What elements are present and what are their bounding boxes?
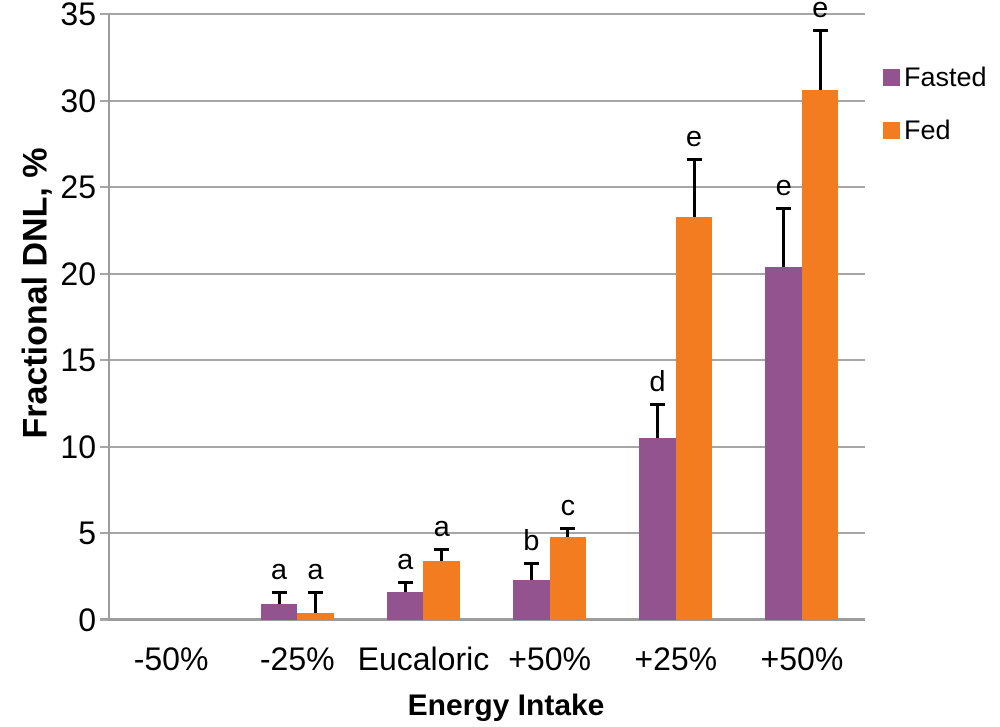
y-axis-tick bbox=[100, 445, 108, 448]
error-bar-cap bbox=[560, 527, 576, 531]
error-bar bbox=[782, 207, 786, 267]
y-axis-tick bbox=[100, 13, 108, 15]
y-tick-label: 35 bbox=[60, 0, 96, 32]
legend-label-fed: Fed bbox=[904, 115, 951, 145]
y-axis-tick bbox=[100, 359, 108, 362]
x-tick-label: -50% bbox=[133, 641, 209, 677]
y-axis-tick bbox=[100, 532, 108, 535]
y-axis-line bbox=[108, 14, 110, 620]
gridline bbox=[108, 272, 865, 275]
legend-item-fasted: Fasted bbox=[883, 64, 987, 91]
x-tick-label: +50% bbox=[508, 641, 591, 677]
y-tick-label: 25 bbox=[60, 169, 96, 206]
error-bar-cap bbox=[434, 548, 450, 552]
x-axis-title: Energy Intake bbox=[407, 689, 605, 722]
y-tick-label: 5 bbox=[78, 515, 96, 552]
bar-fasted-4 bbox=[639, 438, 676, 620]
significance-letter: e bbox=[775, 169, 792, 202]
gridline bbox=[108, 359, 865, 362]
error-bar-cap bbox=[650, 402, 665, 406]
bar-fed-1 bbox=[297, 613, 334, 620]
error-bar-cap bbox=[686, 158, 702, 162]
gridline bbox=[108, 186, 865, 189]
significance-letter: d bbox=[649, 365, 666, 398]
legend-label-fasted: Fasted bbox=[904, 62, 987, 92]
error-bar bbox=[277, 592, 281, 605]
y-tick-label: 0 bbox=[78, 602, 96, 638]
bar-fasted-1 bbox=[260, 604, 298, 620]
error-bar bbox=[529, 562, 533, 581]
y-tick-label: 15 bbox=[60, 342, 96, 379]
error-bar-cap bbox=[776, 206, 792, 210]
significance-letter: a bbox=[397, 543, 414, 576]
y-axis-tick bbox=[100, 619, 108, 621]
gridline bbox=[108, 99, 865, 102]
significance-letter: e bbox=[685, 121, 703, 154]
gridline bbox=[108, 445, 865, 448]
x-tick-label: +25% bbox=[634, 641, 718, 677]
error-bar-cap bbox=[308, 591, 323, 595]
error-bar bbox=[692, 159, 696, 217]
y-axis-tick bbox=[100, 99, 108, 102]
bar-fed-5 bbox=[801, 90, 839, 620]
x-tick-label: +50% bbox=[760, 641, 844, 677]
significance-letter: e bbox=[812, 0, 829, 24]
error-bar bbox=[566, 528, 570, 537]
error-bar bbox=[818, 29, 822, 91]
error-bar bbox=[314, 592, 317, 614]
y-tick-label: 20 bbox=[60, 255, 96, 292]
gridline bbox=[108, 532, 865, 535]
x-tick-label: -25% bbox=[259, 641, 335, 677]
y-axis-tick bbox=[100, 186, 108, 189]
fed-swatch-icon bbox=[883, 122, 900, 139]
bar-fasted-5 bbox=[765, 266, 802, 620]
fasted-swatch-icon bbox=[883, 69, 900, 86]
gridline bbox=[108, 13, 865, 15]
error-bar-cap bbox=[397, 580, 413, 584]
bar-fed-3 bbox=[549, 536, 587, 620]
legend: Fasted Fed bbox=[883, 64, 987, 170]
y-axis-tick bbox=[100, 272, 108, 275]
significance-letter: b bbox=[523, 524, 540, 557]
x-tick-label: Eucaloric bbox=[357, 641, 490, 677]
bar-fed-4 bbox=[675, 216, 713, 620]
y-tick-label: 10 bbox=[60, 428, 96, 465]
error-bar bbox=[403, 581, 407, 593]
error-bar-cap bbox=[523, 561, 539, 565]
y-tick-label: 30 bbox=[60, 82, 96, 119]
bar-fasted-3 bbox=[513, 580, 550, 620]
bar-fasted-2 bbox=[386, 592, 424, 620]
error-bar-cap bbox=[812, 28, 828, 32]
significance-letter: a bbox=[307, 554, 324, 587]
x-axis-line bbox=[100, 618, 865, 621]
significance-letter: a bbox=[270, 554, 288, 587]
error-bar bbox=[656, 403, 659, 439]
significance-letter: a bbox=[433, 511, 450, 544]
bar-fed-2 bbox=[423, 561, 460, 620]
error-bar bbox=[440, 549, 444, 562]
legend-item-fed: Fed bbox=[883, 117, 987, 144]
error-bar-cap bbox=[271, 591, 287, 595]
significance-letter: c bbox=[560, 490, 576, 523]
